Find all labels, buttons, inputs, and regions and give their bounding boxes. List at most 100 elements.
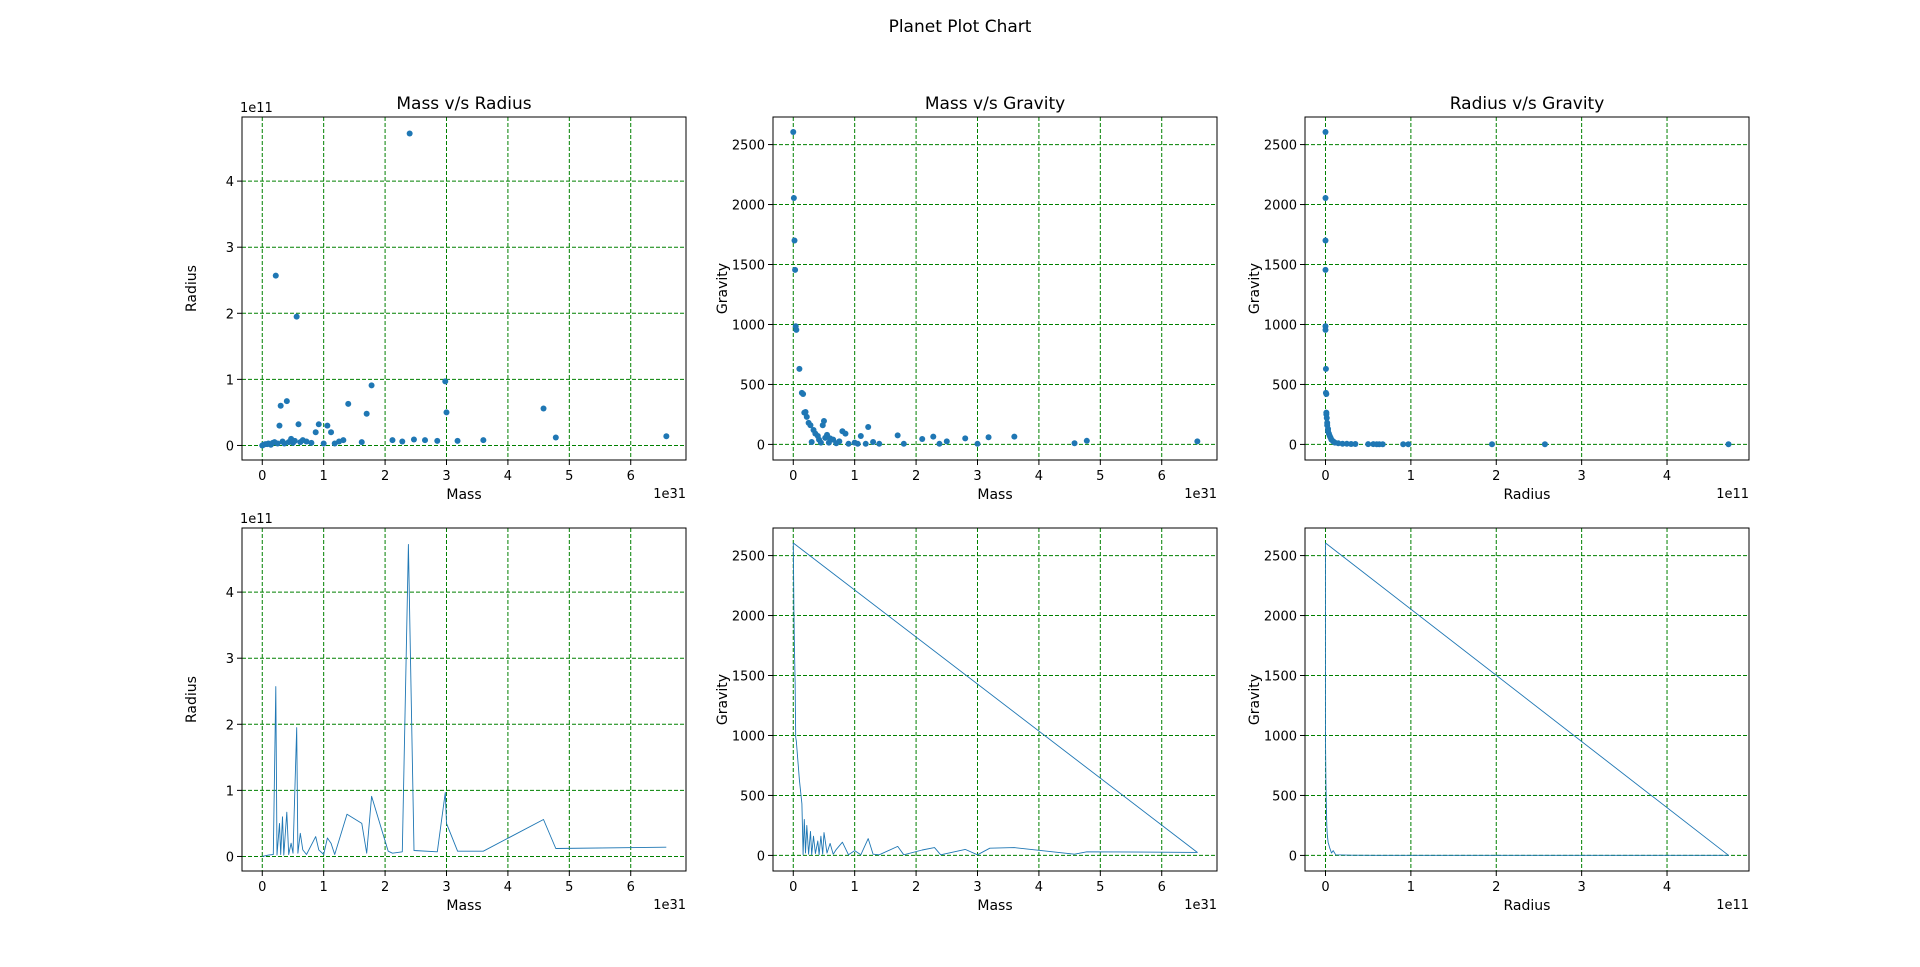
data-point <box>900 440 907 447</box>
x-axis-label: Mass <box>977 898 1012 914</box>
data-point <box>1348 441 1355 448</box>
data-point <box>340 437 347 444</box>
data-point <box>1400 441 1407 448</box>
data-point <box>315 421 322 428</box>
x-tick-label: 5 <box>1096 469 1104 484</box>
data-point <box>368 382 375 389</box>
y-tick-label: 1500 <box>1264 670 1297 685</box>
x-tick-label: 0 <box>258 469 266 484</box>
data-point <box>919 436 926 443</box>
data-point <box>790 194 797 201</box>
chart-panel-5: 0 1 2 3 4 5 6 0 500 1000 1500 2000 2500 Mass Gravity 1e… <box>715 527 1218 914</box>
x-tick-label: 6 <box>627 469 635 484</box>
data-point <box>943 438 950 445</box>
chart-title: Mass v/s Radius <box>396 94 531 114</box>
data-point <box>277 402 284 409</box>
axes-frame <box>241 116 687 461</box>
y-tick-label: 2500 <box>732 139 765 154</box>
y-tick-label: 1000 <box>732 729 765 744</box>
y-tick-label: 1500 <box>732 670 765 685</box>
data-point <box>1011 433 1018 440</box>
y-tick-label: 2000 <box>732 199 765 214</box>
x-tick-label: 1 <box>851 880 859 895</box>
data-point <box>1405 441 1412 448</box>
x-tick-label: 4 <box>504 469 512 484</box>
data-point <box>1083 437 1090 444</box>
x-tick-label: 4 <box>1663 469 1671 484</box>
x-tick-label: 1 <box>320 469 328 484</box>
data-point <box>820 418 827 425</box>
x-tick-label: 1 <box>320 880 328 895</box>
series-line <box>262 544 667 857</box>
data-point <box>274 440 281 447</box>
data-point <box>796 365 803 372</box>
data-point <box>345 400 352 407</box>
x-tick-label: 5 <box>565 469 573 484</box>
data-point <box>324 422 331 429</box>
data-point <box>807 422 814 429</box>
data-point <box>363 410 370 417</box>
data-point <box>817 439 824 446</box>
data-point <box>1725 441 1732 448</box>
data-point <box>1488 441 1495 448</box>
x-axis-label: Radius <box>1504 487 1551 503</box>
data-point <box>1322 237 1329 244</box>
x-axis-label: Radius <box>1504 898 1551 914</box>
y-tick-label: 2500 <box>732 550 765 565</box>
x-tick-label: 3 <box>973 469 981 484</box>
data-point <box>283 398 290 405</box>
x-tick-label: 2 <box>381 469 389 484</box>
axes-frame <box>1304 527 1750 872</box>
y-tick-label: 1 <box>226 784 234 799</box>
x-tick-label: 2 <box>912 469 920 484</box>
x-axis-label: Mass <box>977 487 1012 503</box>
data-point <box>862 440 869 447</box>
series-line <box>792 542 1198 856</box>
y-offset-text: 1e11 <box>240 512 273 527</box>
y-tick-label: 0 <box>1289 438 1297 453</box>
data-point <box>1323 415 1330 422</box>
y-tick-label: 500 <box>1272 378 1297 393</box>
y-axis-label: Radius <box>184 676 200 723</box>
data-point <box>422 437 429 444</box>
y-tick-label: 2500 <box>1264 139 1297 154</box>
data-point <box>320 440 327 447</box>
y-tick-label: 1500 <box>732 259 765 274</box>
data-point <box>985 434 992 441</box>
series-line <box>1325 542 1729 856</box>
x-offset-text: 1e11 <box>1716 487 1749 502</box>
data-point <box>857 433 864 440</box>
y-tick-label: 2500 <box>1264 550 1297 565</box>
data-point <box>480 437 487 444</box>
x-tick-label: 5 <box>1096 880 1104 895</box>
y-tick-label: 1000 <box>732 318 765 333</box>
x-tick-label: 1 <box>1407 469 1415 484</box>
figure-suptitle: Planet Plot Chart <box>889 17 1032 37</box>
y-tick-label: 0 <box>757 849 765 864</box>
axes-frame <box>772 116 1218 461</box>
data-point <box>434 437 441 444</box>
data-point <box>410 436 417 443</box>
data-point <box>540 405 547 412</box>
y-axis-label: Radius <box>184 265 200 312</box>
y-axis-label: Gravity <box>715 674 731 725</box>
y-tick-label: 2 <box>226 718 234 733</box>
x-tick-label: 3 <box>1578 469 1586 484</box>
data-point <box>389 437 396 444</box>
axes-frame <box>241 527 687 872</box>
y-tick-label: 1 <box>226 373 234 388</box>
y-tick-label: 4 <box>226 175 234 190</box>
data-point <box>1322 326 1329 333</box>
y-tick-label: 4 <box>226 586 234 601</box>
y-tick-label: 500 <box>740 378 765 393</box>
data-point <box>1071 440 1078 447</box>
x-tick-label: 6 <box>1158 880 1166 895</box>
data-point <box>1541 441 1548 448</box>
x-tick-label: 6 <box>1158 469 1166 484</box>
x-tick-label: 0 <box>1321 880 1329 895</box>
data-point <box>1323 391 1330 398</box>
chart-panel-3: 0 1 2 3 4 0 500 1000 1500 2000 2500 Radius v/s Grav… <box>1247 94 1750 503</box>
x-offset-text: 1e31 <box>1184 898 1217 913</box>
x-offset-text: 1e31 <box>653 487 686 502</box>
chart-panel-1: 0 1 2 3 4 5 6 0 1 2 3 4 Mass v/s Radius Mass Radius 1e3… <box>184 94 687 503</box>
